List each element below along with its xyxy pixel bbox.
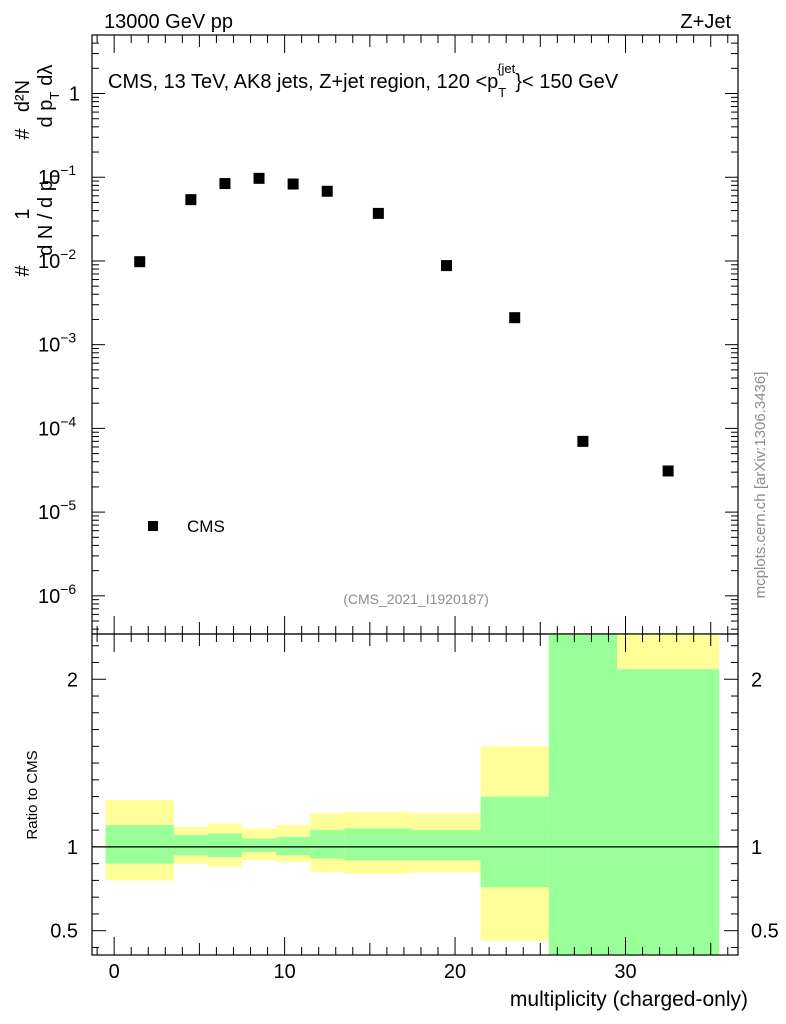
y-label-d2n: d²N: [12, 80, 34, 112]
y-tick-label: 10−4: [38, 413, 76, 440]
y-tick-label: 1: [69, 84, 80, 106]
data-point: [577, 435, 589, 447]
ratio-tick-label-left: 2: [67, 669, 78, 691]
y-tick-base: 10: [38, 502, 60, 524]
y-axis-label: # 1 d N / d pT # d²N d pTdλ: [12, 65, 62, 277]
data-point: [253, 172, 265, 184]
data-point: [321, 185, 333, 197]
ratio-frame: [91, 633, 739, 956]
y-tick-exponent: −3: [60, 330, 76, 346]
y-tick-exponent: −5: [60, 497, 76, 513]
y-tick-exponent: −6: [60, 581, 76, 597]
data-point: [372, 207, 384, 219]
ratio-band-green: [480, 796, 549, 888]
y-label-dpt-t: T: [47, 92, 62, 100]
ratio-band-green: [241, 838, 277, 852]
y-tick-base: 10: [38, 251, 60, 273]
x-tick-label: 10: [273, 961, 295, 983]
chart-title-main: CMS, 13 TeV, AK8 jets, Z+jet region, 120…: [108, 71, 498, 93]
y-label-dn-t: T: [47, 172, 62, 180]
ratio-band-green: [173, 835, 208, 856]
ratio-band-green: [616, 669, 720, 955]
x-tick-label: 30: [614, 961, 636, 983]
legend-marker: [148, 521, 158, 531]
y-tick-label: 10−5: [38, 497, 76, 524]
x-tick-label: 0: [109, 961, 120, 983]
y-tick-label: 10−3: [38, 330, 76, 357]
y-tick-label: 10−6: [38, 581, 76, 608]
ratio-tick-label-left: 0.5: [50, 921, 78, 943]
upper-panel: 110−110−210−310−410−510−6: [38, 34, 739, 635]
y-label-hash-mid: #: [12, 128, 34, 140]
y-label-dpt-dlambda: d pTdλ: [35, 65, 62, 128]
ratio-tick-label-right: 1: [751, 837, 762, 859]
upper-frame: [91, 34, 739, 635]
y-label-hash-left: #: [12, 265, 34, 277]
ratio-band-green: [310, 830, 345, 859]
y-tick-label: 10−1: [38, 162, 76, 189]
data-point: [134, 256, 146, 268]
y-label-dpt: d p: [35, 100, 57, 128]
data-point: [441, 260, 453, 272]
y-tick-exponent: −2: [60, 246, 76, 262]
legend-label: CMS: [187, 517, 225, 536]
y-tick-label: 10−2: [38, 246, 76, 273]
y-label-dn-dpt: d N / d pT: [35, 172, 62, 256]
ratio-panel: 0 10 20 30 0.5 0.5 1 1 2 2: [50, 633, 779, 983]
y-tick-base: 10: [38, 418, 60, 440]
y-tick-base: 10: [38, 167, 60, 189]
ratio-band-green: [105, 825, 174, 864]
data-point: [287, 178, 299, 190]
x-tick-label: 20: [444, 961, 466, 983]
y-tick-exponent: −1: [60, 162, 76, 178]
ratio-tick-label-right: 0.5: [751, 921, 779, 943]
ratio-band-green: [207, 833, 242, 857]
ratio-y-label: Ratio to CMS: [24, 750, 41, 839]
x-axis-label: multiplicity (charged-only): [510, 988, 748, 1011]
data-point: [509, 312, 521, 324]
chart-title-sub: T: [498, 85, 506, 100]
y-tick-exponent: −4: [60, 413, 76, 429]
data-point: [662, 465, 674, 477]
y-label-dlambda: dλ: [35, 65, 57, 86]
ratio-band-green: [276, 836, 311, 856]
ratio-tick-label-left: 1: [67, 837, 78, 859]
y-label-dn: d N / d p: [35, 180, 57, 256]
chart-title-end: }< 150 GeV: [515, 71, 619, 93]
watermark: mcplots.cern.ch [arXiv:1306.3436]: [752, 372, 769, 599]
data-point: [185, 194, 197, 206]
energy-label: 13000 GeV pp: [104, 11, 233, 33]
ratio-band-green: [412, 830, 481, 861]
y-tick-base: 10: [38, 586, 60, 608]
process-label: Z+Jet: [680, 11, 731, 33]
chart-title: CMS, 13 TeV, AK8 jets, Z+jet region, 120…: [108, 61, 619, 100]
analysis-id: (CMS_2021_I1920187): [343, 591, 489, 607]
ratio-band-green: [344, 828, 413, 861]
y-label-one: 1: [12, 208, 34, 219]
ratio-band-green: [548, 634, 617, 955]
data-point: [219, 178, 231, 190]
chart-title-sup: {jet: [497, 61, 515, 76]
ratio-tick-label-right: 2: [751, 669, 762, 691]
y-tick-base: 10: [38, 335, 60, 357]
